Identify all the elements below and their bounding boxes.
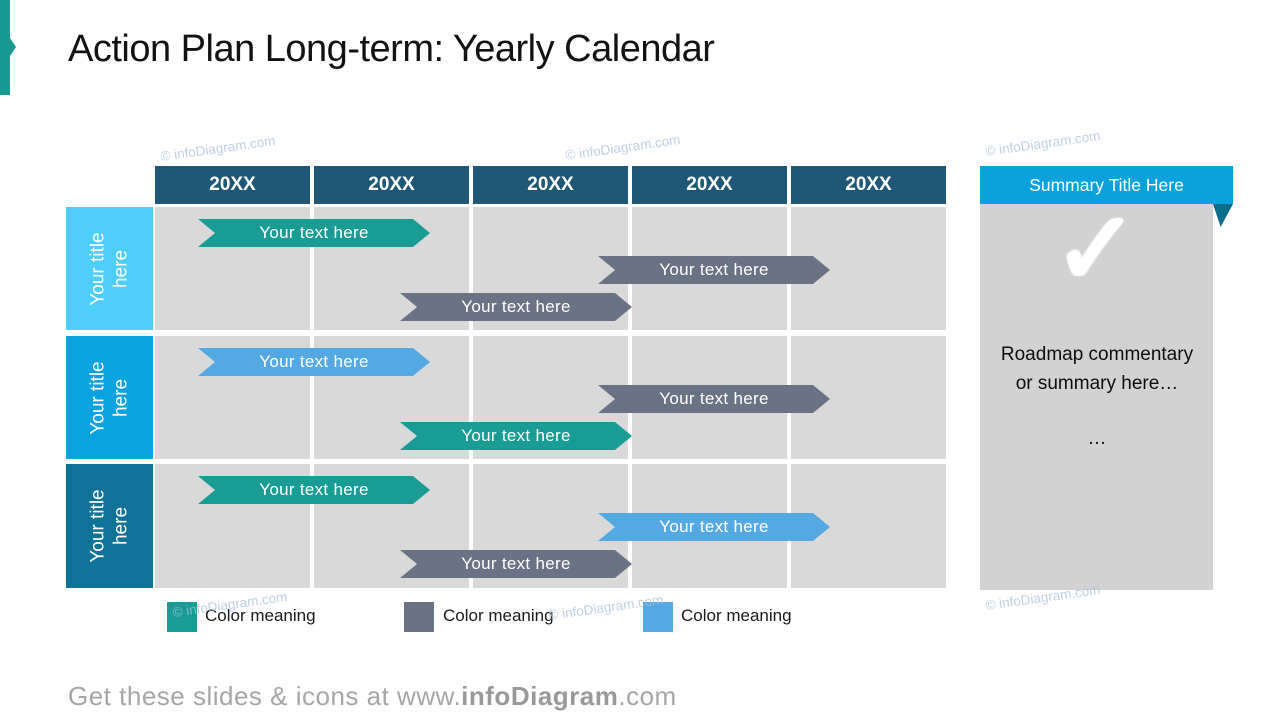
watermark: © infoDiagram.com bbox=[564, 132, 682, 163]
legend-swatch-gray bbox=[404, 602, 434, 632]
legend-label: Color meaning bbox=[443, 606, 554, 625]
timeline-bar: Your text here bbox=[400, 422, 632, 450]
watermark: © infoDiagram.com bbox=[984, 128, 1102, 159]
row-label-text: Your title here bbox=[87, 360, 132, 435]
summary-panel bbox=[980, 204, 1213, 590]
summary-fold-corner bbox=[1213, 204, 1233, 227]
column-divider bbox=[310, 207, 314, 588]
year-header-cell: 20XX bbox=[314, 166, 469, 204]
year-header-cell: 20XX bbox=[632, 166, 787, 204]
row-label: Your title here bbox=[66, 336, 153, 459]
timeline-bar: Your text here bbox=[198, 476, 430, 504]
legend-swatch-blue bbox=[643, 602, 673, 632]
footer-brand: infoDiagram bbox=[461, 681, 619, 711]
legend-label: Color meaning bbox=[681, 606, 792, 625]
watermark: © infoDiagram.com bbox=[159, 133, 277, 164]
timeline-bar: Your text here bbox=[198, 348, 430, 376]
footer-prefix: Get these slides & icons at www. bbox=[68, 681, 462, 711]
summary-ellipsis: … bbox=[1087, 428, 1107, 449]
timeline-bar: Your text here bbox=[598, 385, 830, 413]
title-accent-icon bbox=[0, 0, 16, 95]
column-divider bbox=[469, 207, 473, 588]
row-label-text: Your title here bbox=[87, 231, 132, 306]
year-header-cell: 20XX bbox=[155, 166, 310, 204]
summary-title: Summary Title Here bbox=[980, 166, 1233, 204]
row-label-text: Your title here bbox=[87, 489, 132, 563]
row-label: Your title here bbox=[66, 464, 153, 588]
footer-suffix: .com bbox=[618, 681, 677, 711]
legend-label: Color meaning bbox=[205, 606, 316, 625]
timeline-bar: Your text here bbox=[400, 293, 632, 321]
timeline-bar: Your text here bbox=[598, 256, 830, 284]
legend-swatch-teal bbox=[167, 602, 197, 632]
page-title: Action Plan Long-term: Yearly Calendar bbox=[68, 28, 715, 70]
summary-commentary: Roadmap commentary or summary here… bbox=[1000, 344, 1194, 394]
year-header-cell: 20XX bbox=[791, 166, 946, 204]
timeline-bar: Your text here bbox=[598, 513, 830, 541]
timeline-bar: Your text here bbox=[400, 550, 632, 578]
timeline-bar: Your text here bbox=[198, 219, 430, 247]
check-icon: ✓ bbox=[1053, 192, 1139, 306]
row-label: Your title here bbox=[66, 207, 153, 330]
footer-credit[interactable]: Get these slides & icons at www.infoDiag… bbox=[68, 681, 677, 712]
year-header-cell: 20XX bbox=[473, 166, 628, 204]
